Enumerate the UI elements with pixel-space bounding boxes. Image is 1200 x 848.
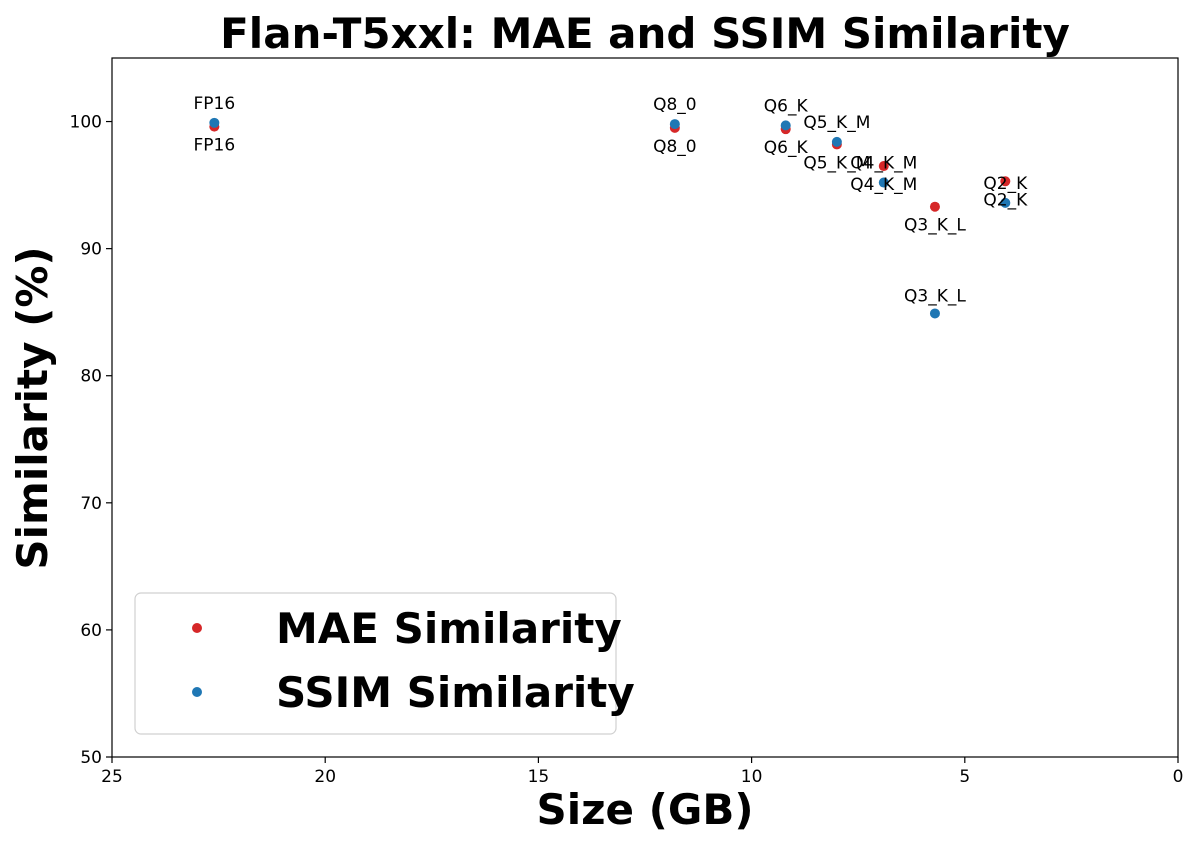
mae-point-q2-k — [1000, 176, 1011, 187]
x-tick-label: 15 — [528, 767, 550, 787]
y-tick-label: 60 — [80, 621, 102, 641]
y-tick-label: 50 — [80, 748, 102, 768]
data-points — [209, 117, 1011, 319]
point-label: Q8_0 — [653, 137, 697, 157]
legend-box — [134, 592, 617, 735]
point-label: Q2_K — [983, 174, 1028, 194]
point-label: Q5_K_M — [803, 153, 870, 173]
mae-point-q4-k-m — [878, 161, 889, 172]
ssim-point-q5-k-m — [831, 136, 842, 147]
point-label: Q6_K — [764, 138, 809, 158]
point-label: Q8_0 — [653, 95, 697, 115]
y-tick-label: 90 — [80, 240, 102, 260]
y-axis-label: Similarity (%) — [8, 246, 57, 569]
point-label: Q5_K_M — [803, 113, 870, 133]
point-label: Q3_K_L — [904, 286, 966, 306]
legend: MAE Similarity SSIM Similarity — [134, 592, 635, 735]
chart-title: Flan-T5xxl: MAE and SSIM Similarity — [220, 9, 1070, 58]
legend-entry-label: SSIM Similarity — [276, 668, 635, 717]
legend-marker — [192, 623, 202, 633]
ssim-point-q4-k-m — [878, 177, 889, 188]
legend-marker — [192, 687, 202, 697]
point-label: FP16 — [194, 136, 236, 156]
point-label: FP16 — [194, 94, 236, 114]
x-tick-label: 0 — [1173, 767, 1184, 787]
x-axis-label: Size (GB) — [536, 785, 753, 834]
ssim-point-q6-k — [780, 120, 791, 131]
x-tick-label: 10 — [741, 767, 763, 787]
point-label: Q4_K_M — [850, 154, 917, 174]
x-tick-label: 20 — [314, 767, 336, 787]
ssim-point-q8-0 — [669, 119, 680, 130]
point-label: Q4_K_M — [850, 175, 917, 195]
plot-area-frame — [111, 57, 1179, 758]
point-label: Q6_K — [764, 96, 809, 116]
mae-point-q3-k-l — [929, 201, 940, 212]
ssim-point-q3-k-l — [929, 308, 940, 319]
ssim-point-q2-k — [1000, 197, 1011, 208]
point-label: Q3_K_L — [904, 216, 966, 236]
legend-entry-label: MAE Similarity — [276, 604, 622, 653]
point-label: Q2_K — [983, 190, 1028, 210]
y-tick-label: 70 — [80, 494, 102, 514]
ssim-point-fp16 — [209, 117, 220, 128]
x-tick-label: 25 — [101, 767, 123, 787]
x-tick-label: 5 — [959, 767, 970, 787]
y-tick-label: 100 — [70, 113, 102, 133]
y-tick-label: 80 — [80, 367, 102, 387]
